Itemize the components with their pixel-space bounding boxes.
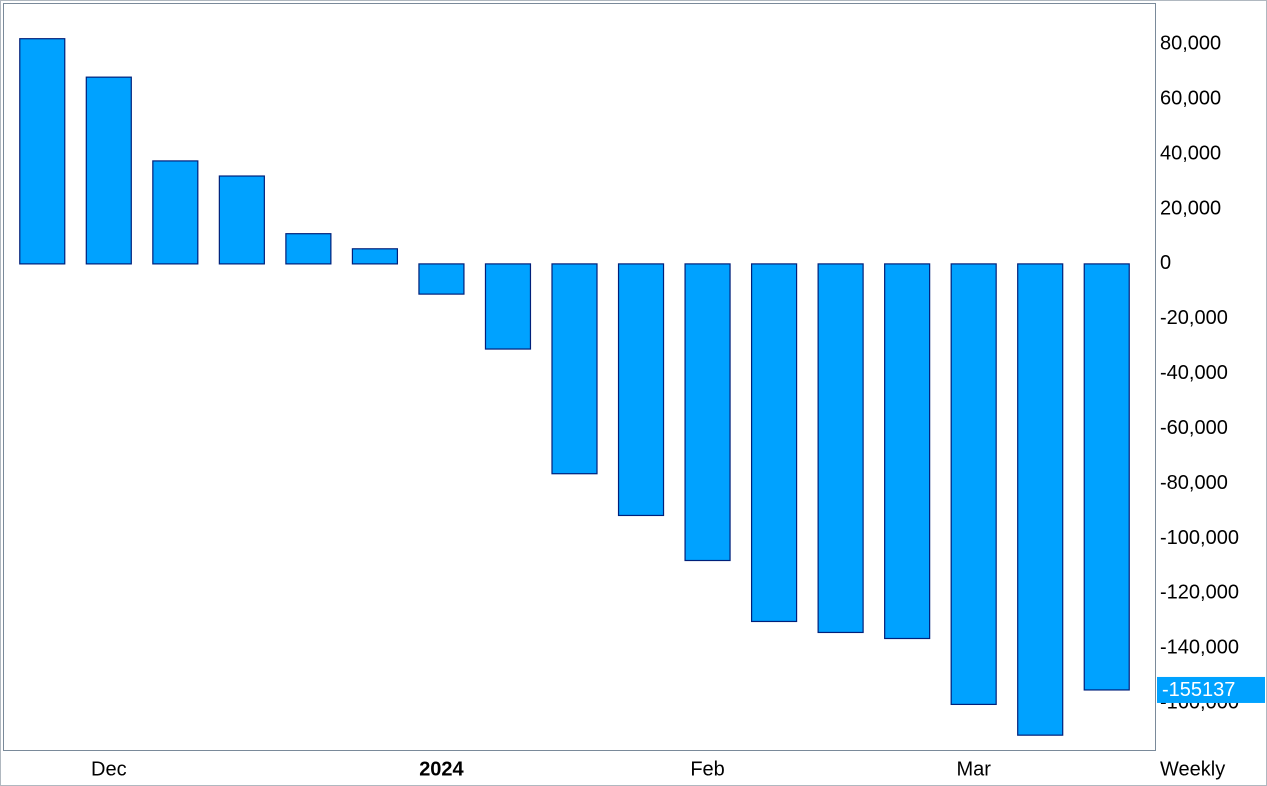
x-tick-label: 2024 — [419, 758, 464, 780]
value-label: -155137 — [1162, 679, 1235, 701]
bar — [1017, 263, 1064, 736]
bar — [750, 263, 798, 623]
bar — [817, 263, 864, 634]
y-tick-label: -40,000 — [1160, 362, 1228, 384]
y-tick-label: -120,000 — [1160, 582, 1239, 604]
y-tick-label: 60,000 — [1160, 87, 1221, 109]
y-tick-label: -100,000 — [1160, 527, 1239, 549]
bar — [950, 263, 997, 706]
bar — [285, 233, 332, 265]
bar — [684, 263, 731, 562]
y-tick-label: -20,000 — [1160, 307, 1228, 329]
y-tick-label: 40,000 — [1160, 142, 1221, 164]
bar — [1083, 263, 1130, 691]
period-label: Weekly — [1160, 758, 1225, 780]
x-tick-label: Dec — [91, 758, 127, 780]
x-tick-label: Feb — [690, 758, 724, 780]
y-tick-label: -80,000 — [1160, 472, 1228, 494]
x-tick-label: Mar — [956, 758, 991, 780]
bar — [617, 263, 665, 517]
bar — [484, 263, 532, 350]
y-tick-label: 20,000 — [1160, 197, 1221, 219]
bar — [152, 160, 199, 265]
value-label-box — [1157, 676, 1265, 703]
y-tick-label: -60,000 — [1160, 417, 1228, 439]
bar — [418, 263, 465, 295]
y-tick-label: 80,000 — [1160, 32, 1221, 54]
bar — [884, 263, 931, 640]
bar — [218, 175, 265, 265]
bar — [351, 248, 399, 265]
y-tick-label: 0 — [1160, 252, 1171, 274]
y-tick-label: -140,000 — [1160, 637, 1239, 659]
bar — [19, 38, 66, 265]
bar — [551, 263, 598, 475]
bar — [85, 76, 132, 265]
